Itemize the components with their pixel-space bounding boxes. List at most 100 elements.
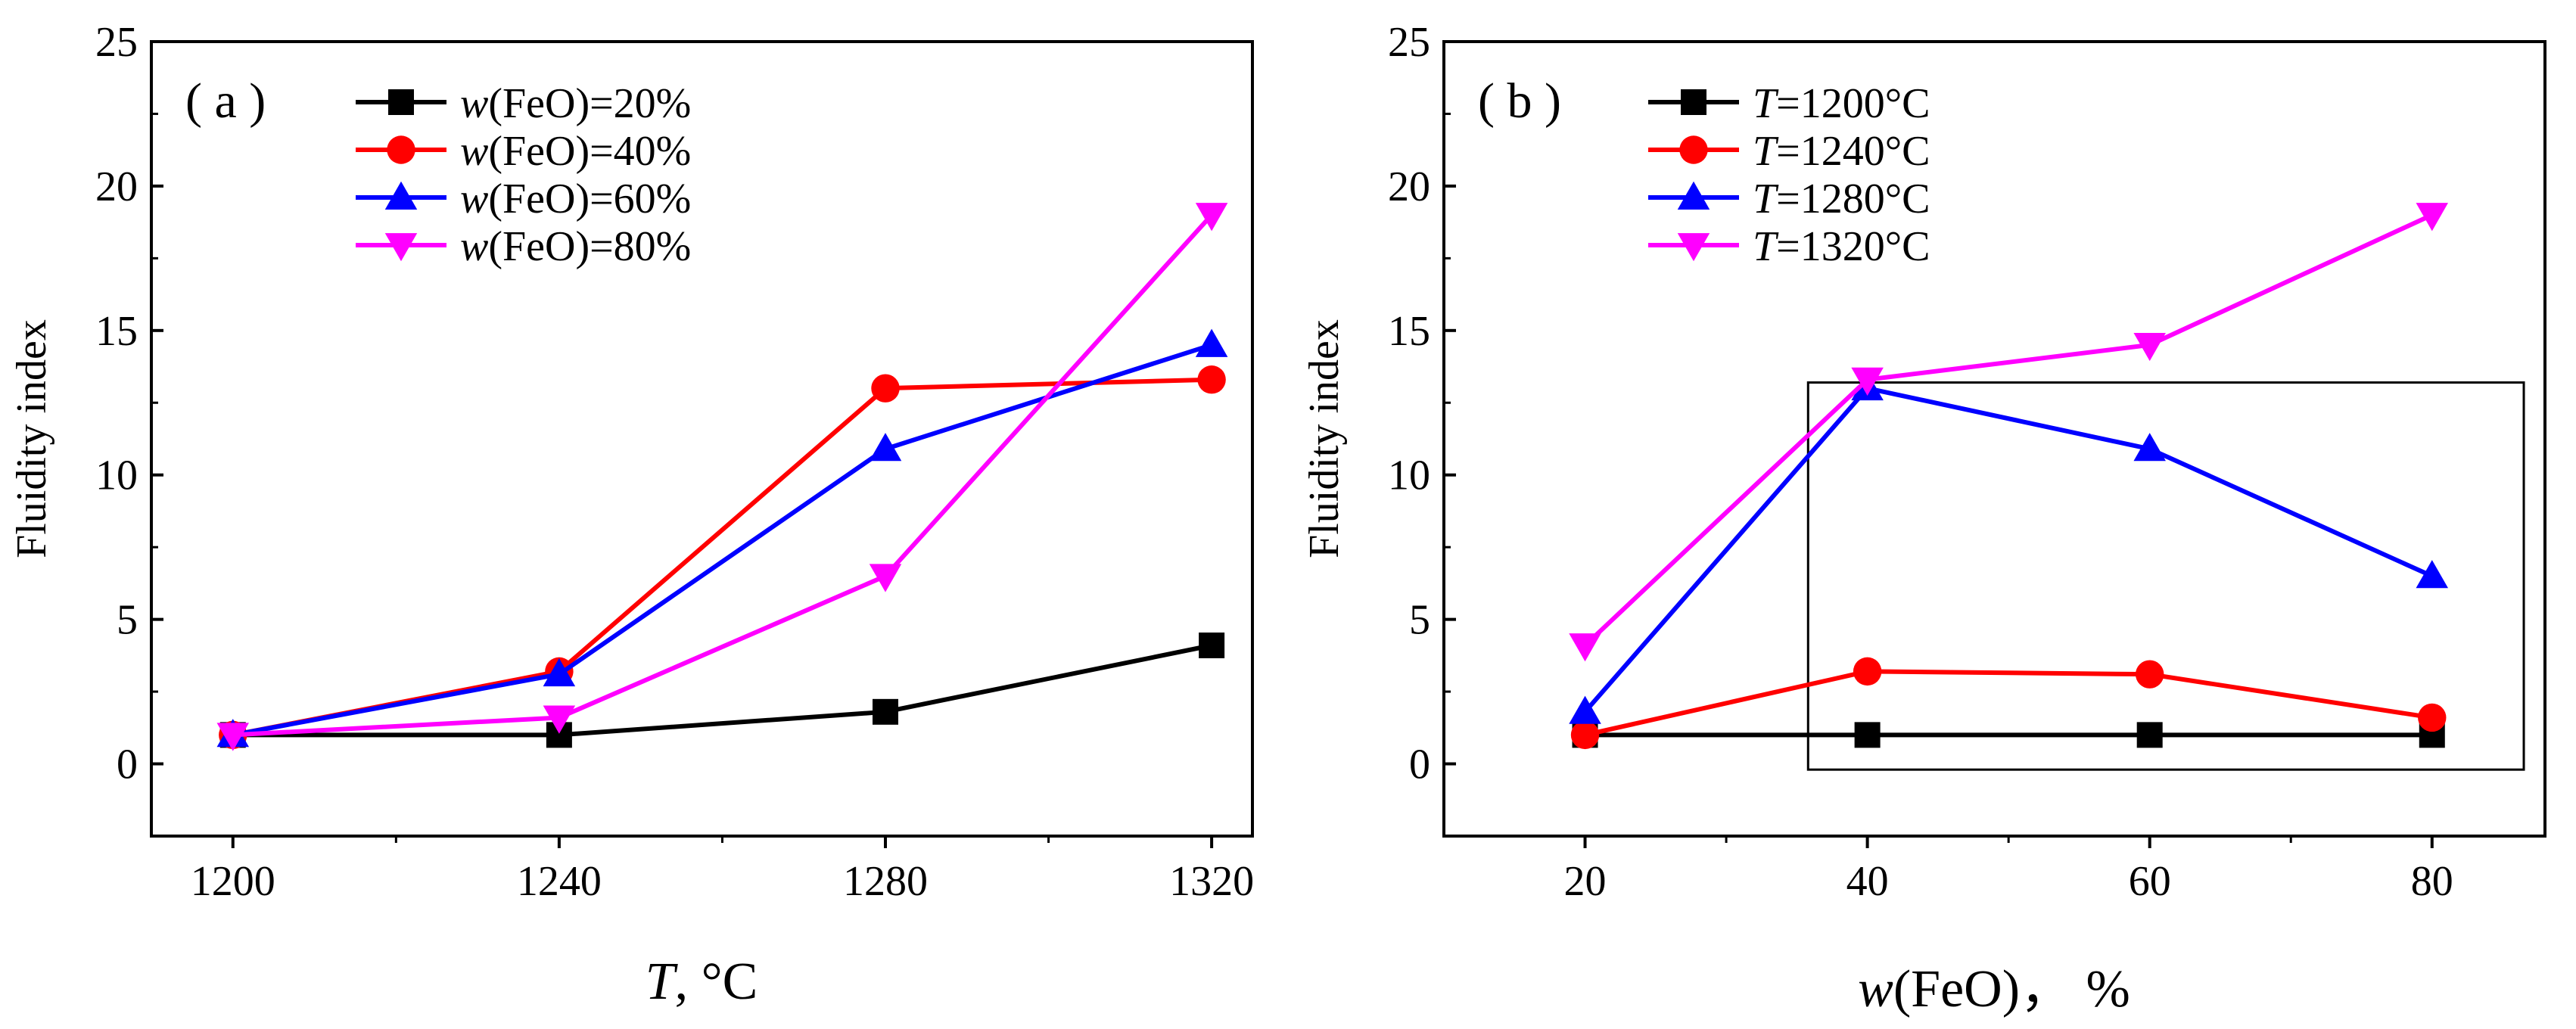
legend-entry: T=1280°C bbox=[1648, 176, 1930, 222]
data-point bbox=[2136, 722, 2163, 748]
legend-entry: T=1200°C bbox=[1648, 80, 1930, 127]
y-tick-label: 20 bbox=[95, 163, 138, 210]
series-line bbox=[232, 213, 1214, 738]
x-axis-label-var-a: T bbox=[646, 953, 679, 1011]
data-point bbox=[543, 705, 576, 734]
y-axis-ticks-b: 0 5 10 15 20 25 bbox=[1388, 19, 1456, 838]
data-point bbox=[216, 723, 250, 751]
legend-label: T=1240°C bbox=[1753, 128, 1930, 175]
legend-marker bbox=[1681, 89, 1706, 115]
legend-label: T=1320°C bbox=[1753, 223, 1930, 270]
legend-label: T=1200°C bbox=[1753, 80, 1930, 127]
data-point bbox=[1569, 633, 1601, 662]
series-group-a bbox=[216, 203, 1228, 751]
panel-label-a: ( a ) bbox=[185, 73, 266, 129]
y-tick-label: 0 bbox=[1409, 741, 1430, 788]
x-tick-label: 20 bbox=[1564, 858, 1607, 905]
y-tick-label: 10 bbox=[95, 452, 138, 499]
plot-frame-b bbox=[1442, 40, 2546, 838]
series-a-2 bbox=[216, 328, 1228, 748]
panel-a: 0 5 10 15 20 25 1200 1240 1280 1320 Fluidity ind… bbox=[8, 19, 1254, 1011]
legend-marker bbox=[384, 181, 418, 210]
x-tick-label: 80 bbox=[2411, 858, 2453, 905]
legend-entry: w(FeO)=80% bbox=[356, 223, 691, 270]
series-a-1 bbox=[219, 365, 1226, 750]
y-tick-label: 5 bbox=[1409, 597, 1430, 644]
series-b-3 bbox=[1569, 203, 2449, 662]
data-point bbox=[1569, 695, 1601, 724]
y-tick-label: 25 bbox=[95, 19, 138, 66]
data-point bbox=[2416, 203, 2449, 232]
data-point bbox=[1195, 203, 1228, 232]
series-line bbox=[1583, 386, 2434, 713]
y-tick-label: 15 bbox=[1388, 308, 1430, 355]
legend-marker bbox=[1677, 181, 1710, 210]
data-point bbox=[543, 658, 576, 687]
series-a-3 bbox=[216, 203, 1228, 751]
panel-b: 0 5 10 15 20 25 20 40 60 80 Fluidity index w(FeO… bbox=[1301, 19, 2546, 1018]
legend-label: w(FeO)=20% bbox=[460, 80, 691, 127]
x-tick-label: 40 bbox=[1846, 858, 1889, 905]
x-axis-label-unit-a: , °C bbox=[675, 953, 758, 1011]
legend-label: w(FeO)=80% bbox=[460, 223, 691, 270]
data-point bbox=[2133, 332, 2166, 362]
y-tick-label: 5 bbox=[117, 597, 138, 644]
x-axis-label-unit-b: (FeO)， % bbox=[1893, 960, 2130, 1018]
data-point bbox=[1199, 633, 1225, 658]
data-point bbox=[2418, 703, 2447, 732]
x-axis-ticks-b: 20 40 60 80 bbox=[1564, 836, 2453, 905]
legend-a: w(FeO)=20%w(FeO)=40%w(FeO)=60%w(FeO)=80% bbox=[356, 80, 691, 270]
y-tick-label: 25 bbox=[1388, 19, 1430, 66]
legend-entry: w(FeO)=40% bbox=[356, 128, 691, 175]
data-point bbox=[873, 698, 898, 725]
x-axis-label-var-b: w bbox=[1858, 960, 1893, 1018]
x-axis-label-a: T, °C bbox=[646, 953, 758, 1011]
x-axis-ticks-a: 1200 1240 1280 1320 bbox=[191, 836, 1254, 905]
data-point bbox=[869, 564, 902, 592]
legend-marker bbox=[388, 89, 414, 115]
plot-frame-a bbox=[150, 40, 1254, 838]
legend-marker bbox=[1679, 135, 1708, 164]
y-tick-label: 10 bbox=[1388, 452, 1430, 499]
legend-marker bbox=[384, 233, 418, 262]
legend-label: w(FeO)=60% bbox=[460, 176, 691, 222]
series-line bbox=[1584, 669, 2433, 738]
legend-entry: T=1320°C bbox=[1648, 223, 1930, 270]
data-point bbox=[2135, 660, 2164, 689]
series-line bbox=[232, 643, 1212, 738]
data-point bbox=[1854, 722, 1881, 748]
data-point bbox=[2416, 560, 2449, 589]
data-point bbox=[2133, 433, 2166, 462]
data-point bbox=[1851, 367, 1884, 396]
series-line bbox=[232, 377, 1212, 738]
y-axis-label-a: Fluidity index bbox=[8, 319, 55, 558]
x-axis-label-b: w(FeO)， % bbox=[1858, 960, 2130, 1018]
series-b-1 bbox=[1570, 657, 2447, 750]
y-tick-label: 20 bbox=[1388, 163, 1430, 210]
y-axis-ticks-a: 0 5 10 15 20 25 bbox=[95, 19, 163, 838]
data-point bbox=[1570, 720, 1600, 750]
legend-entry: w(FeO)=20% bbox=[356, 80, 691, 127]
data-point bbox=[1195, 328, 1228, 357]
panel-label-b: ( b ) bbox=[1478, 73, 1561, 129]
y-tick-label: 15 bbox=[95, 308, 138, 355]
series-line bbox=[1583, 213, 2434, 648]
x-tick-label: 1200 bbox=[191, 858, 275, 905]
series-a-0 bbox=[219, 633, 1225, 748]
legend-label: w(FeO)=40% bbox=[460, 128, 691, 175]
x-tick-label: 1280 bbox=[843, 858, 928, 905]
legend-entry: w(FeO)=60% bbox=[356, 176, 691, 222]
legend-b: T=1200°CT=1240°CT=1280°CT=1320°C bbox=[1648, 80, 1930, 270]
legend-label: T=1280°C bbox=[1753, 176, 1930, 222]
legend-entry: T=1240°C bbox=[1648, 128, 1930, 175]
series-group-b bbox=[1569, 203, 2449, 750]
legend-marker bbox=[1677, 233, 1710, 262]
data-point bbox=[871, 374, 900, 403]
x-tick-label: 1240 bbox=[517, 858, 602, 905]
legend-marker bbox=[387, 135, 415, 164]
x-tick-label: 1320 bbox=[1169, 858, 1254, 905]
data-point bbox=[1197, 365, 1226, 394]
data-point bbox=[1853, 657, 1882, 686]
data-point bbox=[869, 433, 902, 462]
